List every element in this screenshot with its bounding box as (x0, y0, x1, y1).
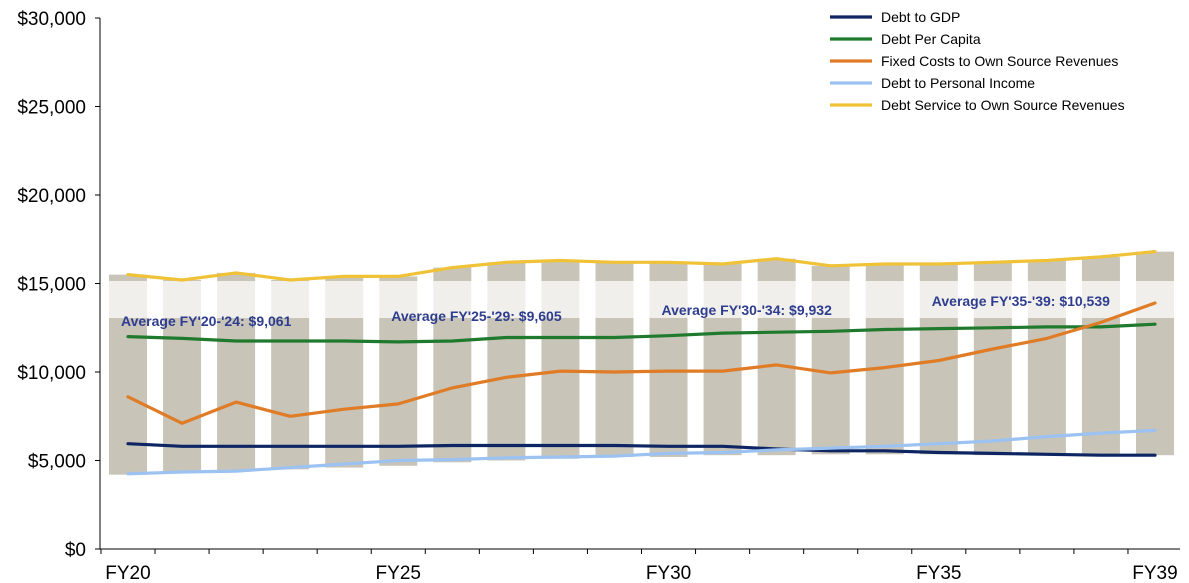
legend-label-debt-service-to-own-source-revenues: Debt Service to Own Source Revenues (881, 97, 1125, 113)
series-line-debt-service-to-own-source-revenues (126, 250, 1157, 282)
series-line-debt-to-gdp (126, 442, 1157, 457)
series-line-fixed-costs-to-own-source-revenues (126, 301, 1157, 425)
average-box-2 (375, 281, 638, 318)
average-label-2: Average FY'25-'29: $9,605 (391, 308, 562, 324)
average-label-3: Average FY'30-'34: $9,932 (662, 302, 833, 318)
average-label-1: Average FY'20-'24: $9,061 (121, 313, 292, 329)
lines-layer (126, 250, 1157, 476)
legend-label-debt-to-gdp: Debt to GDP (881, 9, 960, 25)
legend: Debt to GDP Debt Per Capita Fixed Costs to… (830, 9, 1125, 113)
x-tick-label: FY20 (105, 563, 150, 583)
y-tick-label: $30,000 (17, 9, 86, 30)
annotation-layer: Average FY'20-'24: $9,061 Average FY'25-'… (105, 281, 1178, 329)
legend-label-fixed-costs-to-own-source-revenues: Fixed Costs to Own Source Revenues (881, 53, 1118, 69)
y-tick-label: $10,000 (17, 363, 86, 384)
series-line-debt-to-personal-income (126, 428, 1157, 476)
average-box-1 (105, 281, 368, 318)
average-label-4: Average FY'35-'39: $10,539 (932, 293, 1110, 309)
y-tick-label: $25,000 (17, 98, 86, 119)
y-tick-label: $0 (65, 540, 86, 561)
legend-label-debt-per-capita: Debt Per Capita (881, 31, 981, 47)
legend-label-debt-to-personal-income: Debt to Personal Income (881, 75, 1035, 91)
series-line-debt-per-capita (126, 322, 1157, 344)
x-tick-label: FY30 (646, 563, 691, 583)
x-tick-label: FY35 (916, 563, 961, 583)
y-tick-label: $15,000 (17, 275, 86, 296)
y-tick-label: $5,000 (28, 452, 86, 473)
x-tick-label: FY25 (376, 563, 421, 583)
axes-layer: $0 $5,000 $10,000 $15,000 $20,000 $25,000 $30,… (17, 9, 1180, 583)
y-tick-label: $20,000 (17, 186, 86, 207)
x-tick-label: FY39 (1132, 563, 1177, 583)
average-box-3 (645, 281, 908, 318)
